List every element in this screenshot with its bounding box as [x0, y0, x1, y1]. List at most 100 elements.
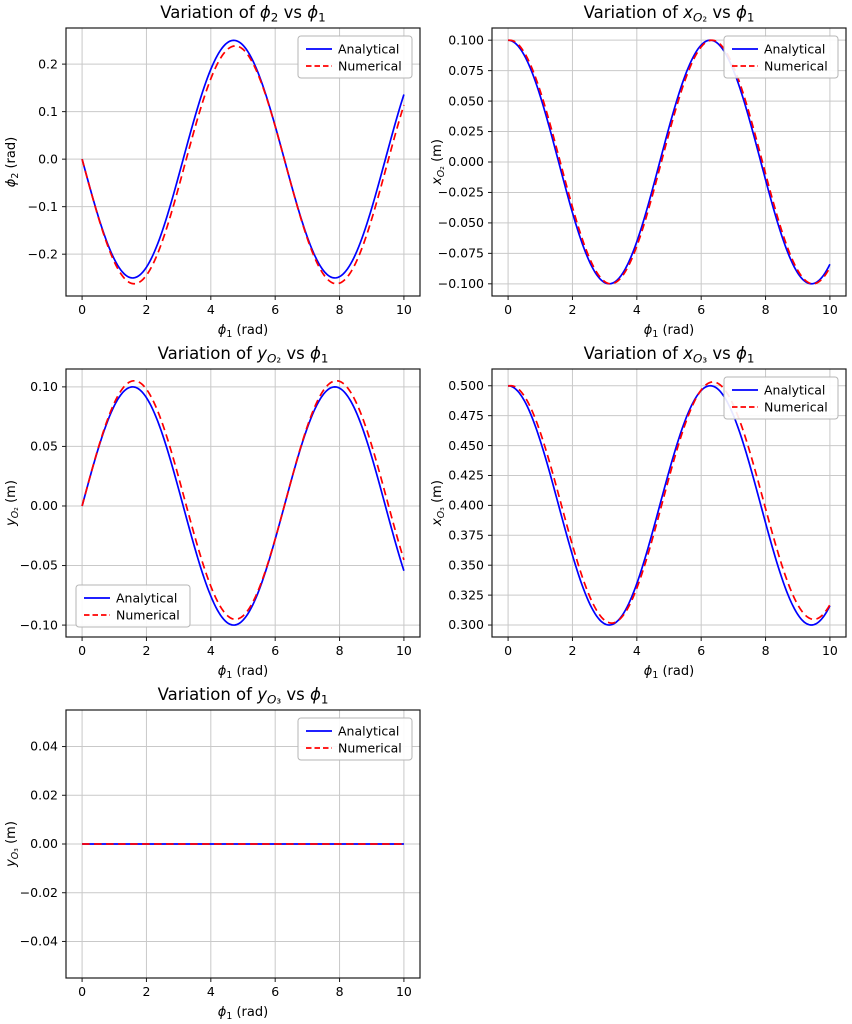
svg-text:8: 8	[762, 302, 770, 317]
legend: Analytical Numerical	[723, 376, 839, 420]
svg-text:0.000: 0.000	[448, 154, 484, 169]
x-axis-label: ϕ1 (rad)	[218, 1005, 268, 1022]
svg-text:−0.02: −0.02	[20, 885, 58, 900]
svg-text:8: 8	[336, 302, 344, 317]
legend-label: Numerical	[338, 740, 402, 755]
svg-text:6: 6	[697, 302, 705, 317]
svg-text:10: 10	[396, 984, 412, 999]
svg-text:−0.04: −0.04	[20, 934, 58, 949]
svg-text:4: 4	[207, 302, 215, 317]
svg-text:0: 0	[504, 643, 512, 658]
svg-text:8: 8	[762, 643, 770, 658]
svg-text:0: 0	[78, 984, 86, 999]
svg-text:−0.025: −0.025	[438, 185, 484, 200]
svg-text:0.00: 0.00	[30, 498, 58, 513]
svg-text:4: 4	[633, 302, 641, 317]
svg-text:0.350: 0.350	[448, 557, 484, 572]
x-axis-label: ϕ1 (rad)	[644, 323, 694, 340]
svg-text:8: 8	[336, 643, 344, 658]
curve-analytical	[508, 39, 831, 285]
tick-labels: 0 2 4 6 8 10 0.500 0.475 0.450 0.425 0.400 0.375 0.3…	[448, 378, 838, 658]
plot-title: Variation of yO₂ vs ϕ1	[158, 344, 329, 366]
svg-text:0.475: 0.475	[448, 408, 484, 423]
subplot-yO2: 0 2 4 6 8 10 0.10 0.05 0.00 −0.05 −0.10 Variation o…	[4, 344, 421, 681]
curves	[81, 39, 405, 285]
svg-text:10: 10	[396, 643, 412, 658]
axes-frame	[65, 368, 421, 638]
curve-analytical	[81, 386, 405, 626]
tick-marks	[62, 63, 405, 300]
svg-text:10: 10	[822, 302, 838, 317]
tick-labels: 0 2 4 6 8 10 0.10 0.05 0.00 −0.05 −0.10	[20, 379, 412, 658]
legend-label: Analytical	[338, 41, 399, 56]
svg-text:−0.050: −0.050	[438, 215, 484, 230]
svg-text:0.325: 0.325	[448, 587, 484, 602]
x-axis-label: ϕ1 (rad)	[218, 664, 268, 681]
curves	[508, 39, 831, 285]
svg-text:−0.05: −0.05	[20, 558, 58, 573]
subplot-phi2: 0 2 4 6 8 10 0.2 0.1 0.0 −0.1 −0.2 Variation of ϕ2 …	[4, 3, 421, 340]
y-axis-label: yO₃ (m)	[4, 821, 21, 868]
svg-text:2: 2	[568, 302, 576, 317]
curve-numerical	[508, 39, 831, 285]
subplot-yO3: 0 2 4 6 8 10 0.04 0.02 0.00 −0.02 −0.04 Variation o…	[4, 685, 421, 1022]
y-axis-label: yO₂ (m)	[4, 480, 21, 527]
svg-text:0.075: 0.075	[448, 63, 484, 78]
curves	[507, 381, 831, 626]
svg-text:−0.2: −0.2	[28, 246, 58, 261]
svg-text:−0.100: −0.100	[438, 276, 484, 291]
legend: Analytical Numerical	[297, 717, 413, 761]
plot-title: Variation of ϕ2 vs ϕ1	[160, 3, 325, 25]
legend-label: Analytical	[764, 41, 825, 56]
svg-text:4: 4	[207, 643, 215, 658]
legend: Analytical Numerical	[297, 35, 413, 79]
svg-text:2: 2	[142, 984, 150, 999]
curve-analytical	[81, 39, 405, 279]
svg-text:6: 6	[271, 984, 279, 999]
svg-text:0: 0	[78, 302, 86, 317]
curves	[81, 379, 405, 626]
legend: Analytical Numerical	[723, 35, 839, 79]
svg-text:0.00: 0.00	[30, 836, 58, 851]
curve-analytical	[508, 384, 831, 626]
svg-text:0.500: 0.500	[448, 378, 484, 393]
x-axis-label: ϕ1 (rad)	[644, 664, 694, 681]
svg-text:4: 4	[207, 984, 215, 999]
legend-label: Analytical	[116, 590, 177, 605]
axes-frame	[491, 368, 847, 638]
tick-labels: 0 2 4 6 8 10 0.100 0.075 0.050 0.025 0.000 −0.025 −0…	[438, 32, 838, 317]
svg-text:8: 8	[336, 984, 344, 999]
svg-text:−0.075: −0.075	[438, 246, 484, 261]
legend-label: Numerical	[338, 58, 402, 73]
tick-marks	[62, 386, 405, 641]
svg-text:6: 6	[271, 643, 279, 658]
curve-numerical	[507, 381, 831, 624]
svg-text:2: 2	[568, 643, 576, 658]
svg-text:0: 0	[78, 643, 86, 658]
plot-title: Variation of yO₃ vs ϕ1	[158, 685, 329, 707]
tick-marks	[488, 39, 831, 300]
svg-text:0.050: 0.050	[448, 93, 484, 108]
tick-marks	[62, 746, 405, 982]
svg-text:2: 2	[142, 302, 150, 317]
curve-numerical	[81, 45, 405, 285]
legend-label: Numerical	[116, 607, 180, 622]
svg-text:0.0: 0.0	[38, 151, 58, 166]
svg-text:0.450: 0.450	[448, 438, 484, 453]
svg-text:0.04: 0.04	[30, 739, 58, 754]
tick-marks	[488, 385, 831, 641]
plot-title: Variation of xO₂ vs ϕ1	[584, 3, 755, 25]
svg-text:0.100: 0.100	[448, 32, 484, 47]
curve-numerical	[81, 379, 405, 621]
svg-text:0.10: 0.10	[30, 379, 58, 394]
svg-text:0.02: 0.02	[30, 787, 58, 802]
subplot-xO2: 0 2 4 6 8 10 0.100 0.075 0.050 0.025 0.000 −0.025 −0…	[430, 3, 847, 340]
y-axis-label: ϕ2 (rad)	[4, 137, 21, 187]
y-axis-label: xO₂ (m)	[430, 139, 447, 186]
tick-labels: 0 2 4 6 8 10 0.2 0.1 0.0 −0.1 −0.2	[28, 56, 412, 317]
svg-text:10: 10	[396, 302, 412, 317]
svg-text:−0.10: −0.10	[20, 617, 58, 632]
svg-text:10: 10	[822, 643, 838, 658]
y-axis-label: xO₃ (m)	[430, 480, 447, 527]
